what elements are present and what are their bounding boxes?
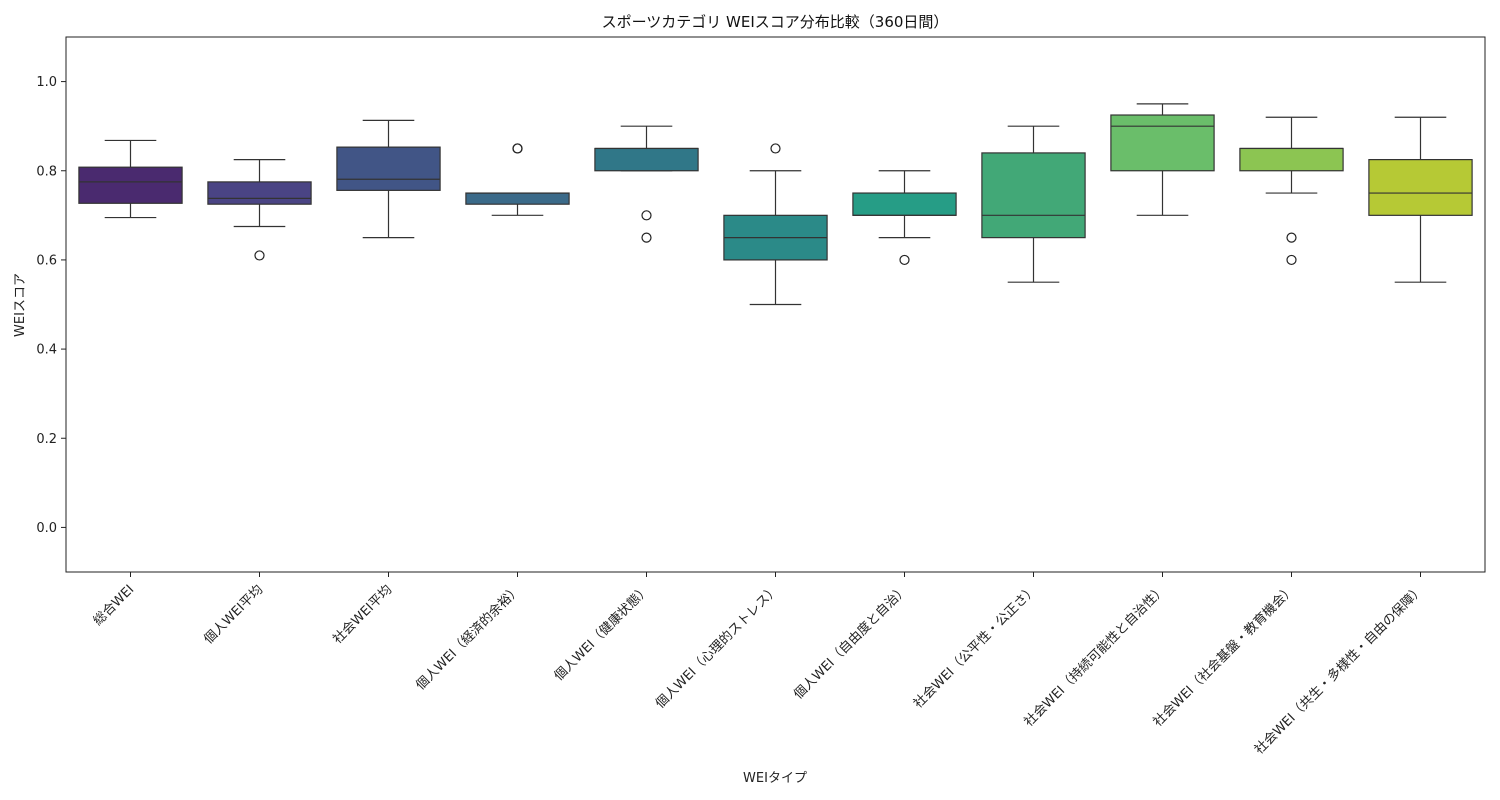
y-tick-label: 0.4	[36, 343, 57, 358]
y-tick-label: 0.2	[36, 432, 57, 447]
boxes-group	[78, 103, 1473, 306]
iqr-box	[1368, 159, 1473, 216]
outlier-point	[1286, 232, 1297, 243]
iqr-box	[465, 192, 570, 205]
iqr-box	[594, 147, 699, 172]
x-tick-label: 社会WEI平均	[330, 582, 396, 648]
x-tick-label: 個人WEI（心理的ストレス）	[652, 582, 782, 712]
box-7	[852, 170, 957, 266]
box-10	[1239, 116, 1344, 266]
box-6	[723, 143, 828, 306]
box-5	[594, 125, 699, 243]
outlier-point	[254, 250, 265, 261]
x-tick-label: 個人WEI（経済的余裕）	[413, 582, 525, 694]
iqr-box	[981, 152, 1086, 239]
y-axis-title: WEIスコア	[13, 273, 28, 337]
y-tick-label: 1.0	[36, 75, 57, 90]
iqr-box	[852, 192, 957, 216]
box-2	[207, 159, 312, 261]
x-tick-label: 社会WEI（持続可能性と自治性）	[1021, 582, 1169, 730]
x-axis-title: WEIタイプ	[743, 771, 807, 786]
box-4	[465, 143, 570, 216]
x-tick-label: 総合WEI	[91, 582, 138, 629]
box-11	[1368, 116, 1473, 283]
box-1	[78, 139, 183, 219]
x-axis: 総合WEI 個人WEI平均 社会WEI平均 個人WEI（経済的余裕） 個人WEI（健康状…	[91, 572, 1427, 758]
box-8	[981, 125, 1086, 283]
x-tick-label: 社会WEI（社会基盤・教育機会）	[1150, 582, 1298, 730]
box-3	[336, 119, 441, 239]
y-tick-label: 0.0	[36, 521, 57, 536]
y-tick-label: 0.8	[36, 164, 57, 179]
y-tick-label: 0.6	[36, 253, 57, 268]
x-tick-label: 個人WEI平均	[201, 582, 266, 647]
iqr-box	[1239, 147, 1344, 172]
box-9	[1110, 103, 1215, 216]
outlier-point	[512, 143, 523, 154]
x-tick-label: 社会WEI（公平性・公正さ）	[910, 582, 1040, 712]
x-tick-label: 個人WEI（健康状態）	[551, 582, 653, 684]
iqr-box	[1110, 114, 1215, 172]
chart-title: スポーツカテゴリ WEIスコア分布比較（360日間）	[602, 13, 949, 31]
outlier-point	[641, 232, 652, 243]
iqr-box	[336, 146, 441, 191]
outlier-point	[1286, 254, 1297, 266]
iqr-box	[207, 181, 312, 205]
x-tick-label: 個人WEI（自由度と自治）	[790, 582, 911, 703]
outlier-point	[770, 143, 781, 154]
iqr-box	[78, 166, 183, 204]
outlier-point	[899, 254, 910, 266]
y-axis: 0.0 0.2 0.4 0.6 0.8 1.0	[36, 75, 66, 536]
outlier-point	[641, 210, 652, 221]
